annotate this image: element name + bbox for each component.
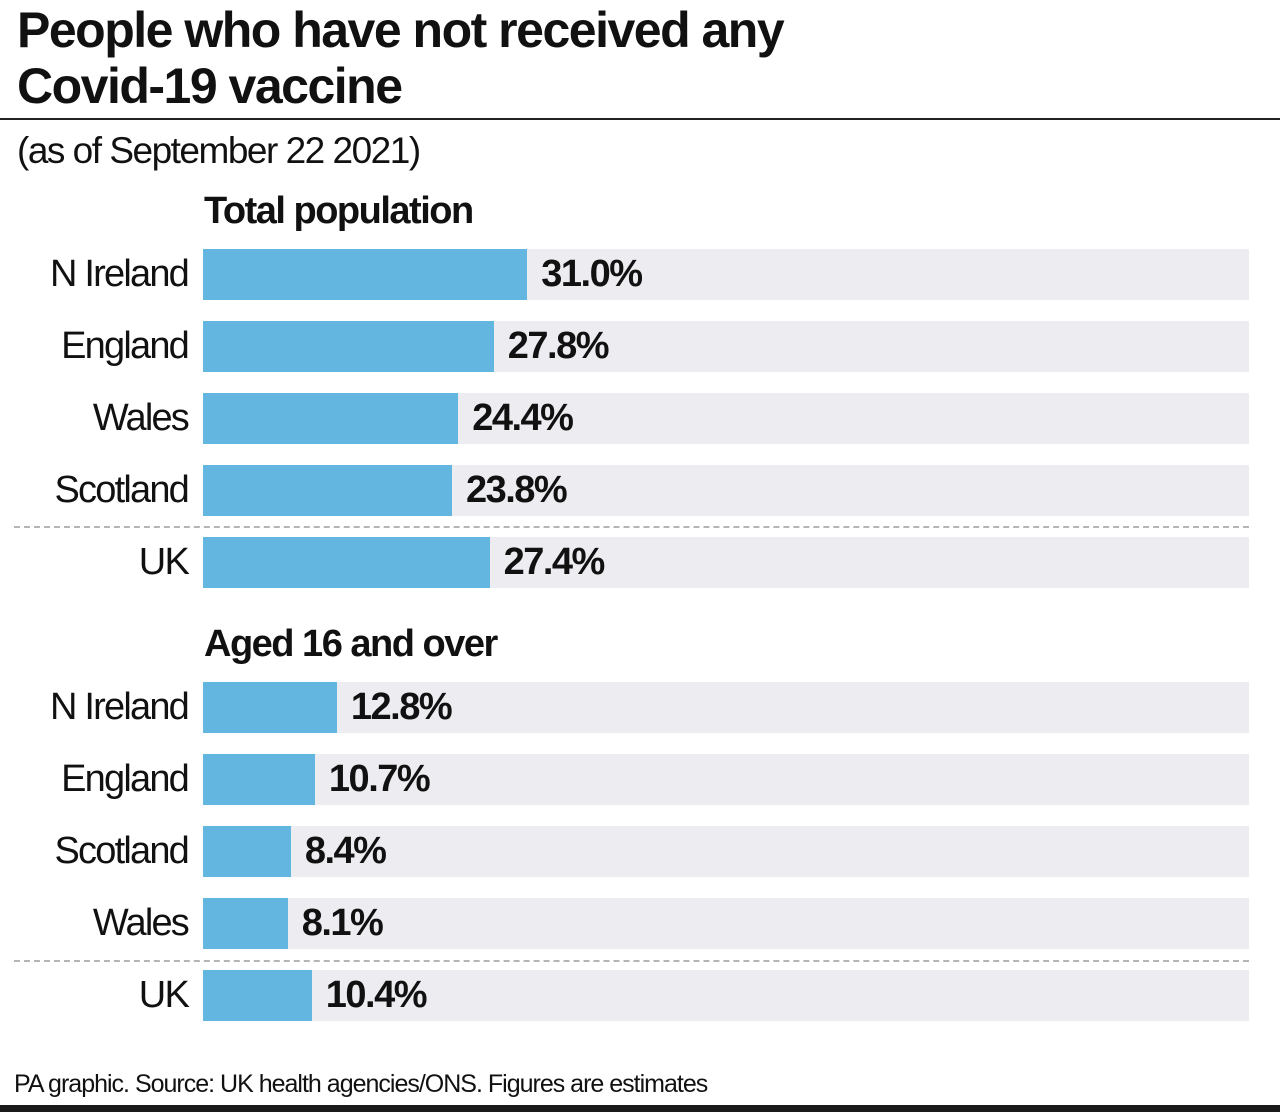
bar — [203, 465, 452, 516]
category-label: Scotland — [54, 830, 190, 872]
bar — [203, 682, 337, 733]
bar — [203, 393, 459, 444]
category-label: UK — [138, 974, 190, 1016]
category-label: England — [61, 758, 190, 800]
section-title: Aged 16 and over — [204, 623, 498, 665]
category-label: N Ireland — [50, 253, 190, 295]
title-line-2: Covid-19 vaccine — [17, 58, 403, 114]
uk-divider — [14, 526, 1249, 528]
category-label: Wales — [92, 397, 190, 439]
uk-divider — [14, 960, 1249, 962]
value-label: 12.8% — [350, 686, 453, 728]
bar — [203, 826, 291, 877]
bar — [203, 537, 490, 588]
bar — [203, 249, 528, 300]
value-label: 8.1% — [301, 902, 384, 944]
value-label: 27.8% — [507, 325, 610, 367]
value-label: 10.7% — [328, 758, 431, 800]
bar-track — [203, 970, 1249, 1021]
bar — [203, 321, 494, 372]
category-label: Scotland — [54, 469, 190, 511]
value-label: 24.4% — [472, 397, 574, 439]
category-label: UK — [138, 541, 190, 583]
category-label: N Ireland — [50, 686, 190, 728]
value-label: 27.4% — [503, 541, 606, 583]
chart-subtitle: (as of September 22 2021) — [17, 130, 421, 171]
bar — [203, 754, 315, 805]
title-line-1: People who have not received any — [17, 2, 785, 58]
bar — [203, 898, 288, 949]
bottom-bar — [0, 1105, 1280, 1112]
bar-track — [203, 826, 1249, 877]
section-title: Total population — [204, 190, 474, 232]
chart-title: People who have not received any Covid-1… — [17, 2, 785, 114]
value-label: 31.0% — [541, 253, 643, 295]
category-label: England — [61, 325, 190, 367]
category-label: Wales — [92, 902, 190, 944]
bar — [203, 970, 312, 1021]
bar-track — [203, 682, 1249, 733]
value-label: 23.8% — [465, 469, 568, 511]
bar-track — [203, 898, 1249, 949]
source-footer: PA graphic. Source: UK health agencies/O… — [14, 1070, 708, 1098]
bar-track — [203, 754, 1249, 805]
title-rule — [0, 118, 1280, 120]
value-label: 10.4% — [325, 974, 428, 1016]
value-label: 8.4% — [304, 830, 387, 872]
